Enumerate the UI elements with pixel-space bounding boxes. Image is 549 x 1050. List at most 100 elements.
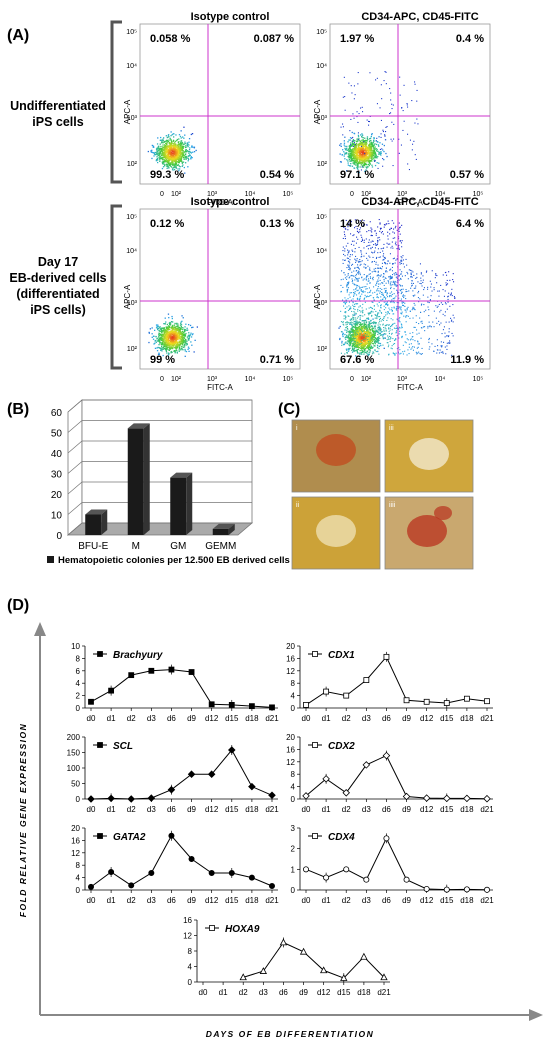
flow-dot	[365, 333, 367, 336]
flow-dot	[387, 296, 389, 298]
flow-dot	[439, 311, 441, 313]
flow-dot	[384, 71, 386, 73]
flow-dot	[369, 163, 371, 165]
flow-dot	[167, 346, 170, 348]
flow-dot	[355, 327, 358, 329]
flow-dot	[349, 308, 351, 310]
quadrant-percentage: 0.087 %	[254, 33, 295, 45]
flow-dot	[351, 324, 353, 326]
flow-dot	[372, 339, 375, 341]
flow-dot	[359, 166, 361, 168]
flow-dot	[364, 301, 366, 303]
flow-dot	[385, 277, 387, 279]
flow-dot	[176, 347, 178, 349]
flow-dot	[365, 327, 367, 329]
flow-dot	[182, 164, 184, 166]
flow-dot	[345, 327, 347, 329]
flow-dot	[182, 161, 185, 163]
flow-dot	[358, 154, 361, 156]
flow-dot	[181, 335, 183, 338]
flow-dot	[348, 251, 350, 253]
flow-dot	[349, 347, 351, 349]
flow-dot	[364, 333, 366, 335]
flow-dot	[361, 290, 363, 292]
flow-dot	[370, 142, 372, 144]
flow-dot	[376, 282, 378, 284]
flow-dot	[378, 267, 380, 269]
flow-dot	[388, 223, 390, 225]
flow-dot	[431, 270, 433, 272]
flow-dot	[177, 164, 179, 166]
flow-dot	[159, 342, 161, 344]
flow-dot	[167, 163, 170, 165]
flow-dot	[372, 149, 375, 152]
flow-dot	[385, 131, 387, 133]
flow-dot	[405, 342, 407, 344]
flow-dot	[369, 328, 372, 331]
flow-dot	[178, 162, 180, 164]
flow-dot	[168, 347, 171, 349]
flow-dot	[162, 348, 164, 350]
flow-dot	[341, 342, 343, 344]
y-tick-label: 10⁴	[126, 248, 137, 255]
flow-dot	[433, 287, 435, 289]
flow-dot	[394, 353, 396, 355]
flow-dot	[378, 151, 380, 153]
flow-dot	[174, 152, 176, 154]
flow-dot	[376, 162, 378, 164]
flow-dot	[380, 344, 382, 347]
flow-dot	[353, 142, 355, 144]
flow-dot	[170, 324, 172, 326]
flow-dot	[347, 226, 349, 228]
flow-dot	[369, 147, 371, 149]
flow-dot	[191, 157, 193, 159]
flow-dot	[357, 164, 359, 166]
flow-dot	[168, 142, 170, 145]
row-label-day17-2: EB-derived cells	[9, 271, 106, 285]
flow-dot	[161, 150, 163, 152]
flow-dot	[165, 341, 168, 343]
flow-dot	[429, 299, 431, 301]
flow-dot	[186, 327, 188, 329]
flow-dot	[374, 157, 376, 159]
flow-dot	[343, 142, 346, 144]
flow-dot	[371, 301, 373, 303]
flow-dot	[361, 344, 363, 346]
flow-dot	[355, 225, 357, 227]
flow-dot	[391, 301, 393, 303]
flow-dot	[376, 330, 378, 332]
flow-dot	[163, 339, 165, 341]
flow-dot	[161, 330, 164, 332]
flow-dot	[167, 166, 169, 168]
flow-dot	[363, 332, 365, 334]
flow-dot	[157, 159, 159, 161]
flow-dot	[339, 161, 342, 163]
flow-dot	[391, 291, 393, 293]
flow-dot	[168, 164, 171, 166]
flow-dot	[447, 295, 449, 297]
flow-dot	[185, 162, 187, 164]
flow-dot	[451, 295, 453, 297]
flow-dot	[178, 340, 181, 342]
flow-dot	[360, 340, 362, 342]
flow-dot	[379, 283, 381, 285]
flow-dot	[180, 343, 182, 345]
flow-dot	[346, 349, 348, 351]
flow-dot	[361, 335, 363, 337]
flow-dot	[179, 154, 181, 157]
flow-dot	[355, 349, 357, 352]
flow-dot	[369, 331, 371, 333]
flow-dot	[361, 146, 363, 149]
flow-dot	[174, 151, 177, 153]
flow-dot	[402, 295, 404, 297]
flow-dot	[421, 327, 423, 329]
flow-dot	[166, 151, 168, 154]
flow-dot	[373, 137, 375, 139]
flow-dot	[372, 144, 374, 147]
flow-dot	[365, 335, 367, 337]
flow-dot	[371, 326, 373, 328]
flow-dot	[384, 298, 386, 300]
flow-dot	[415, 321, 417, 323]
flow-dot	[353, 145, 355, 147]
flow-dot	[371, 151, 373, 154]
